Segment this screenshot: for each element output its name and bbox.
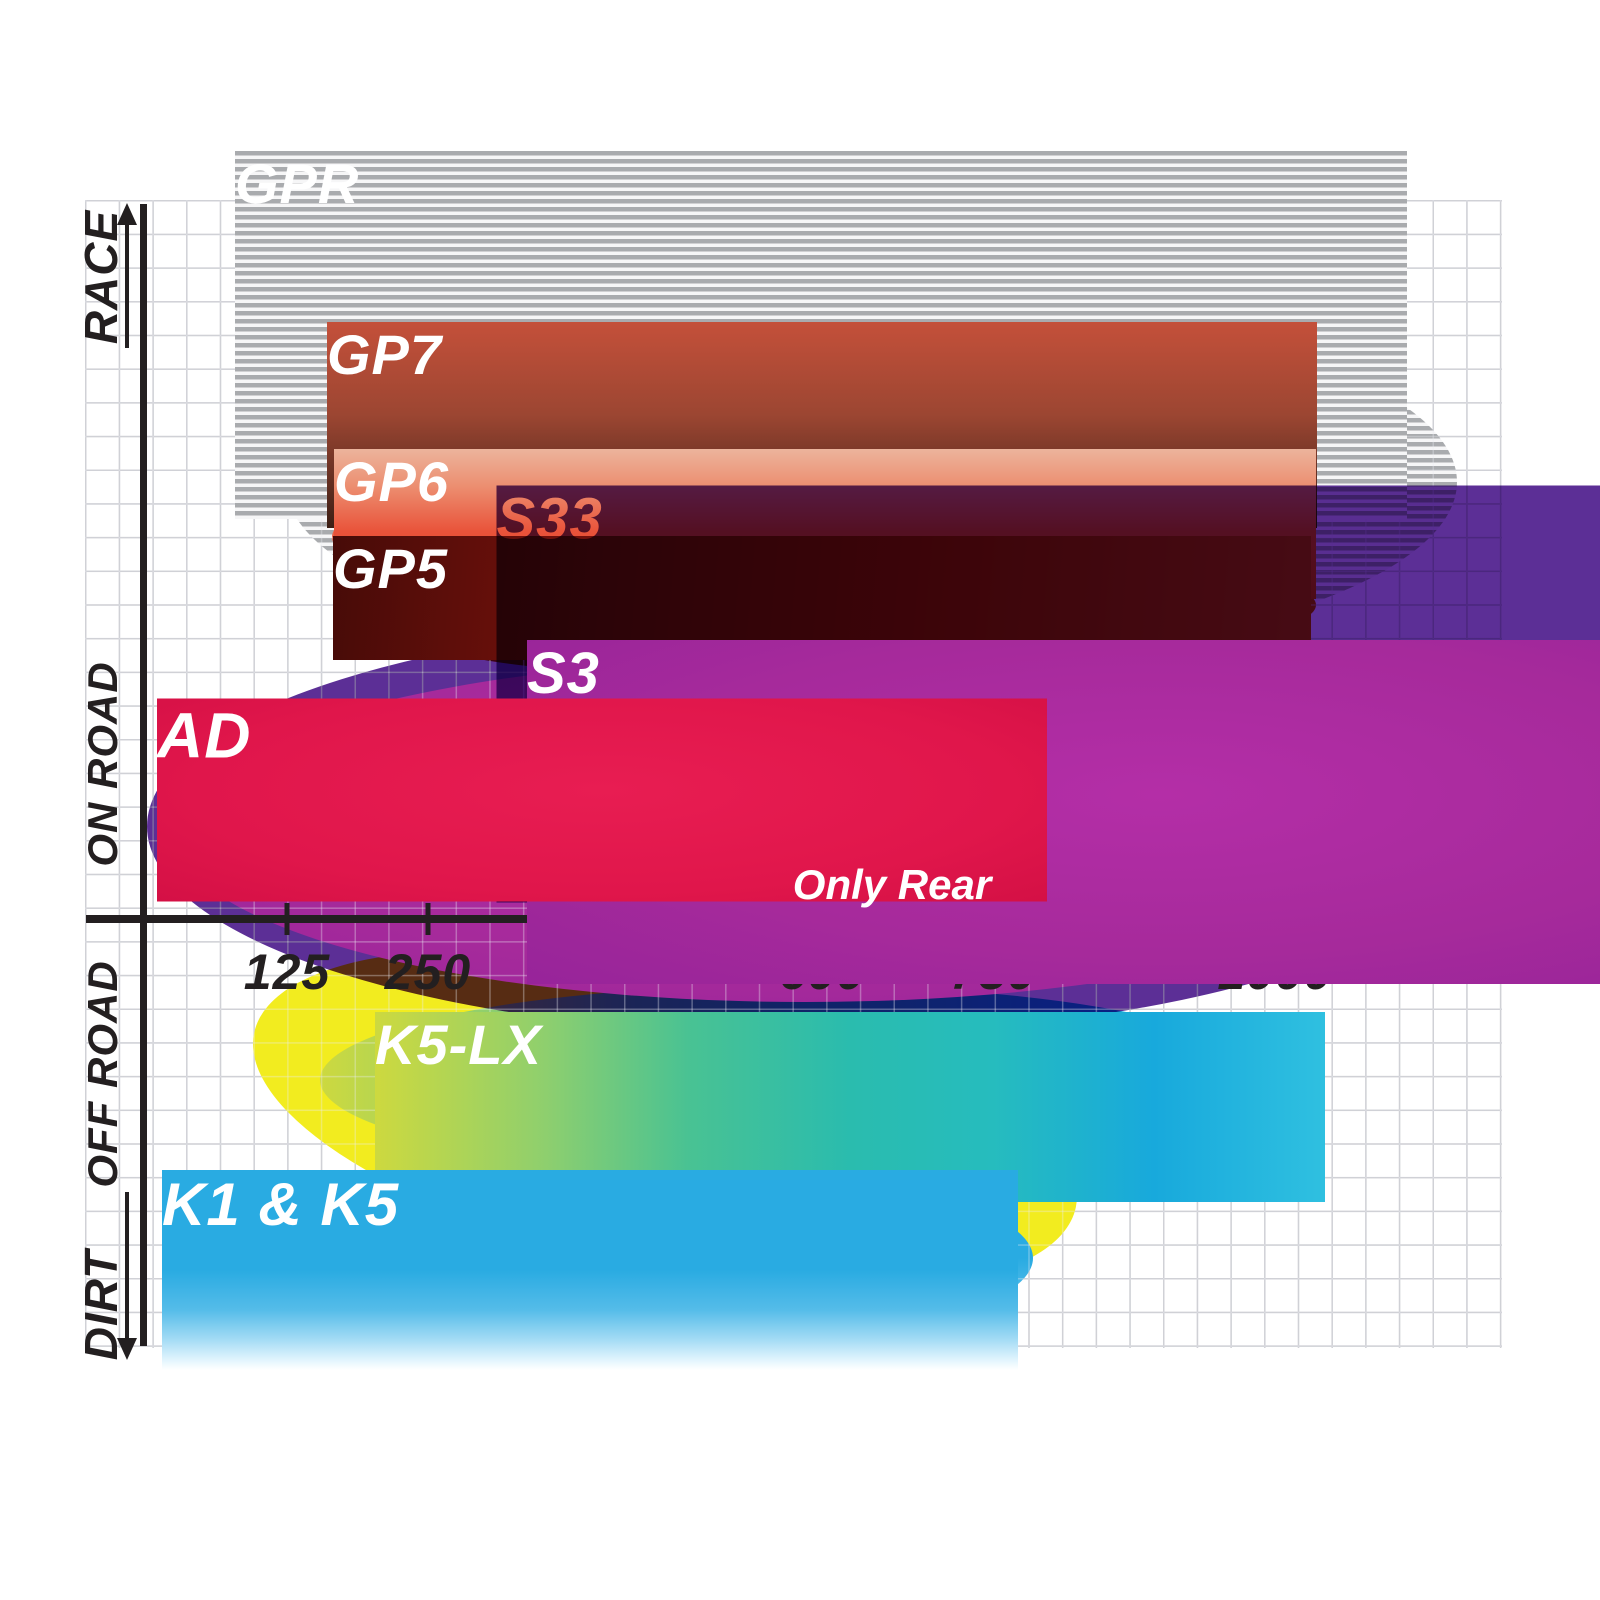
label-k1k5: K1 & K5 (162, 1170, 1018, 1370)
label-only-rear: Only Rear (792, 861, 992, 908)
y-axis (140, 204, 147, 1346)
zone-label-off-road: OFF ROAD (79, 960, 126, 1188)
dirt-down-arrow-icon (117, 1192, 137, 1360)
arrow-head (117, 1338, 137, 1360)
arrow-shaft (125, 1192, 129, 1344)
x-tick-250 (425, 903, 431, 935)
zone-label-on-road: ON ROAD (79, 661, 126, 867)
x-tick-125 (284, 903, 290, 935)
x-tick-label-125: 125 (243, 944, 331, 1000)
arrow-shaft (125, 219, 129, 348)
x-tick-label-250: 250 (384, 944, 472, 1000)
race-up-arrow-icon (117, 203, 137, 348)
